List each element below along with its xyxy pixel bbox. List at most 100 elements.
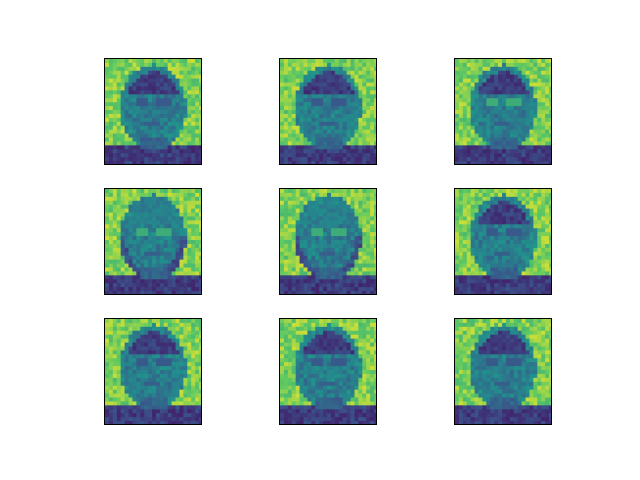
pixel — [541, 287, 546, 292]
pixel — [199, 389, 201, 395]
pixel — [478, 161, 483, 164]
pixel — [350, 267, 355, 272]
pixel — [346, 189, 352, 194]
pixel — [132, 397, 137, 402]
pixel — [470, 102, 476, 107]
pixel — [144, 82, 149, 87]
pixel — [533, 240, 538, 245]
pixel — [334, 129, 340, 135]
pixel — [370, 338, 375, 344]
pixel — [136, 94, 141, 99]
pixel — [299, 110, 304, 115]
pixel — [155, 322, 161, 328]
pixel — [455, 212, 460, 217]
pixel — [537, 247, 542, 253]
pixel — [462, 267, 468, 272]
pixel — [494, 236, 499, 241]
pixel — [183, 350, 188, 355]
pixel — [466, 192, 472, 198]
pixel — [362, 342, 367, 347]
pixel — [295, 236, 301, 241]
pixel — [159, 196, 165, 202]
pixel — [291, 236, 297, 241]
pixel — [334, 59, 340, 64]
pixel — [354, 59, 359, 64]
pixel — [116, 330, 122, 336]
pixel — [490, 157, 495, 162]
pixel — [374, 255, 376, 261]
pixel — [482, 66, 487, 72]
pixel — [470, 224, 476, 229]
pixel — [334, 330, 340, 336]
pixel — [362, 346, 367, 351]
pixel — [346, 255, 352, 261]
face-heatmap — [455, 189, 551, 294]
pixel — [140, 133, 145, 138]
pixel — [509, 90, 515, 95]
pixel — [199, 240, 201, 245]
pixel — [116, 98, 122, 103]
pixel — [462, 232, 468, 237]
pixel — [159, 263, 165, 268]
pixel — [105, 354, 110, 359]
pixel — [458, 275, 464, 280]
pixel — [358, 232, 363, 237]
pixel — [474, 121, 479, 127]
pixel — [315, 200, 320, 206]
pixel — [533, 62, 538, 68]
pixel — [183, 322, 188, 328]
pixel — [283, 59, 289, 64]
pixel — [144, 110, 149, 115]
pixel — [338, 232, 344, 237]
pixel — [171, 59, 177, 64]
pixel — [513, 275, 519, 280]
pixel — [541, 192, 546, 198]
pixel — [482, 267, 487, 272]
pixel — [525, 70, 530, 76]
pixel — [183, 59, 188, 64]
pixel — [462, 59, 468, 64]
pixel — [455, 189, 460, 194]
pixel — [199, 330, 201, 336]
pixel — [350, 153, 355, 158]
pixel — [319, 82, 324, 87]
pixel — [490, 247, 495, 253]
pixel — [112, 342, 118, 347]
pixel — [478, 137, 483, 142]
pixel — [171, 192, 177, 198]
pixel — [155, 251, 161, 257]
pixel — [124, 149, 129, 154]
pixel — [280, 141, 285, 146]
pixel — [537, 232, 542, 237]
pixel — [338, 243, 344, 249]
pixel — [195, 224, 200, 229]
pixel — [498, 251, 503, 257]
pixel — [167, 279, 173, 284]
pixel — [195, 405, 200, 410]
pixel — [105, 405, 110, 410]
pixel — [327, 196, 332, 202]
pixel — [140, 106, 145, 111]
pixel — [144, 259, 149, 265]
pixel — [541, 62, 546, 68]
pixel — [529, 189, 534, 194]
pixel — [183, 208, 188, 214]
pixel — [140, 98, 145, 103]
pixel — [358, 212, 363, 217]
pixel — [171, 236, 177, 241]
pixel — [163, 66, 169, 72]
pixel — [155, 224, 161, 229]
pixel — [108, 409, 114, 414]
pixel — [128, 110, 133, 115]
pixel — [159, 322, 165, 328]
pixel — [283, 200, 289, 206]
pixel — [470, 74, 476, 80]
pixel — [327, 78, 332, 84]
pixel — [140, 263, 145, 268]
pixel — [159, 354, 165, 359]
pixel — [120, 322, 126, 328]
pixel — [366, 271, 371, 276]
pixel — [140, 271, 145, 276]
pixel — [159, 362, 165, 367]
pixel — [287, 342, 293, 347]
